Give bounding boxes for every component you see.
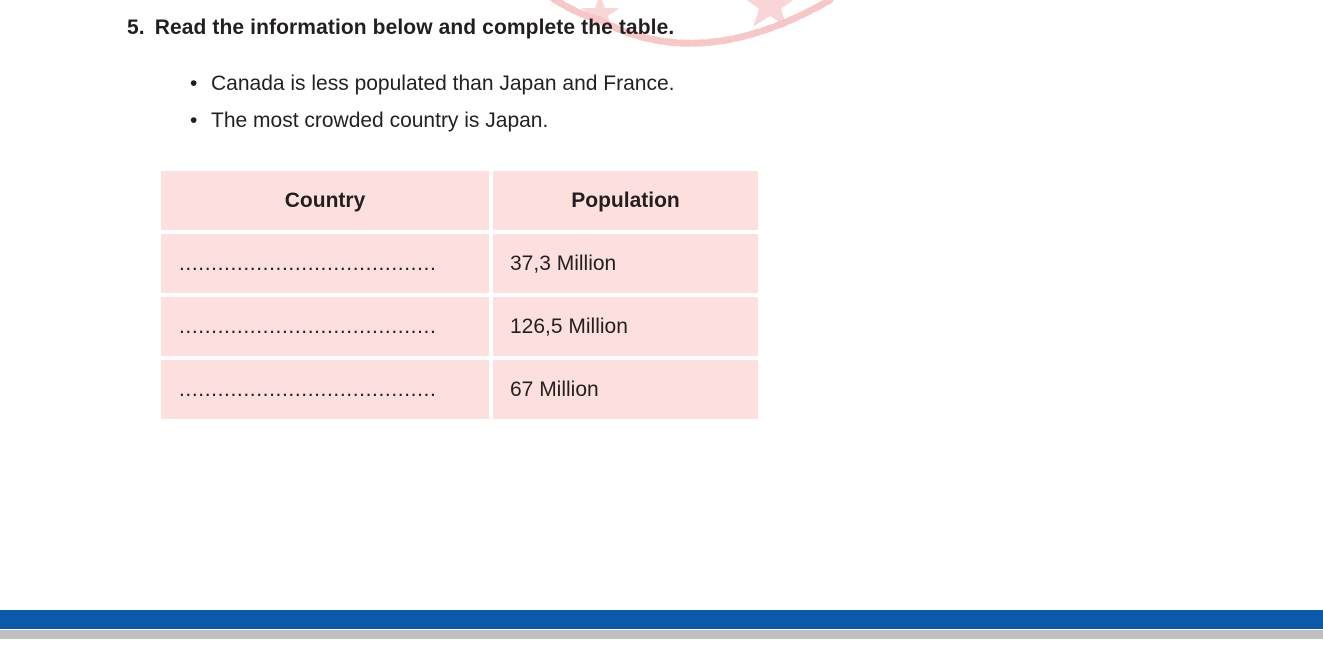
population-value: 126,5 Million: [493, 297, 758, 356]
question-text: Read the information below and complete …: [154, 16, 675, 39]
country-blank-field[interactable]: ........................................: [161, 234, 489, 293]
table-row: ........................................…: [161, 360, 758, 419]
bullet-text: The most crowded country is Japan.: [211, 109, 549, 132]
country-blank-field[interactable]: ........................................: [161, 360, 489, 419]
footer-gray-bar: [0, 630, 1323, 639]
list-item: • The most crowded country is Japan.: [190, 109, 675, 146]
table-header-row: Country Population: [161, 171, 758, 230]
footer-blue-bar: [0, 610, 1323, 629]
question-number: 5.: [127, 16, 145, 39]
population-column-header: Population: [493, 171, 758, 230]
question-heading: 5. Read the information below and comple…: [127, 16, 674, 40]
country-blank-field[interactable]: ........................................: [161, 297, 489, 356]
table-row: ........................................…: [161, 297, 758, 356]
country-column-header: Country: [161, 171, 489, 230]
bullet-icon: •: [190, 109, 198, 132]
population-table-wrapper: Country Population .....................…: [159, 169, 760, 421]
table-row: ........................................…: [161, 234, 758, 293]
population-value: 37,3 Million: [493, 234, 758, 293]
info-bullet-list: • Canada is less populated than Japan an…: [190, 72, 675, 146]
list-item: • Canada is less populated than Japan an…: [190, 72, 675, 109]
bullet-icon: •: [190, 72, 198, 95]
population-table: Country Population .....................…: [157, 167, 762, 423]
bullet-text: Canada is less populated than Japan and …: [211, 72, 675, 95]
population-value: 67 Million: [493, 360, 758, 419]
